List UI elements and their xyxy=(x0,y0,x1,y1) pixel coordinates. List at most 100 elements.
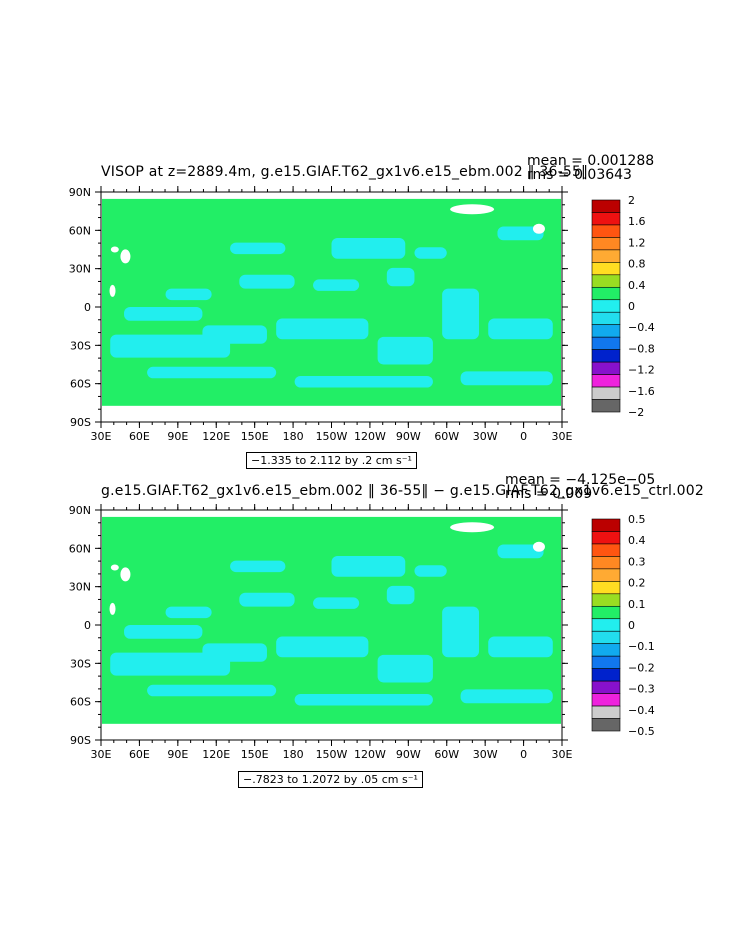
cyan-patch xyxy=(331,238,406,259)
lon-label: 120E xyxy=(202,430,230,443)
colorbar-label: 0.3 xyxy=(628,555,646,568)
cyan-patch xyxy=(386,585,415,605)
colorbar-label: 0.1 xyxy=(628,598,646,611)
colorbar-label: 0.2 xyxy=(628,577,646,590)
map-panel-2: g.e15.GIAF.T62_gx1v6.e15_ebm.002 ‖ 36-55… xyxy=(0,0,733,788)
colorbar-cell xyxy=(591,199,621,213)
lon-label: 30E xyxy=(91,430,112,443)
lon-label: 30E xyxy=(552,430,573,443)
lat-label: 90S xyxy=(70,734,91,747)
lon-label: 30E xyxy=(91,748,112,761)
colorbar-cell xyxy=(591,705,621,719)
lon-label: 150E xyxy=(241,748,269,761)
colorbar-label: −1.2 xyxy=(628,364,655,377)
colorbar-cell xyxy=(591,531,621,545)
lon-label: 90W xyxy=(396,430,421,443)
mean-stat-1: mean = 0.001288 xyxy=(527,153,655,169)
colorbar-cell xyxy=(591,324,621,338)
colorbar-label: −0.4 xyxy=(628,704,655,717)
colorbar-cell xyxy=(591,655,621,669)
land-patch xyxy=(110,246,119,253)
colorbar-cell xyxy=(591,618,621,632)
land-patch xyxy=(120,567,131,582)
lat-label: 60N xyxy=(69,224,91,237)
cyan-patch xyxy=(488,318,553,340)
cyan-patch xyxy=(497,226,544,241)
colorbar-label: 0 xyxy=(628,619,635,632)
colorbar-cell xyxy=(591,680,621,694)
cyan-patch xyxy=(124,307,203,321)
lat-label: 60S xyxy=(70,696,91,709)
cyan-patch xyxy=(497,544,544,559)
colorbar-cell xyxy=(591,605,621,620)
land-patch xyxy=(532,223,545,234)
cyan-patch xyxy=(414,247,447,259)
colorbar-cell xyxy=(591,386,621,400)
colorbar-cell xyxy=(591,361,621,375)
greenland-land xyxy=(450,522,495,533)
lon-label: 30W xyxy=(473,430,498,443)
colorbar-label: 0.8 xyxy=(628,258,646,271)
cyan-patch xyxy=(414,565,447,577)
lon-label: 180 xyxy=(283,748,304,761)
cyan-patch xyxy=(230,242,286,255)
lon-label: 120E xyxy=(202,748,230,761)
cyan-patch xyxy=(488,636,553,658)
lon-label: 0 xyxy=(520,748,527,761)
lon-label: 150W xyxy=(316,430,348,443)
lat-label: 0 xyxy=(84,619,91,632)
lon-label: 60E xyxy=(129,430,150,443)
cyan-patch xyxy=(294,376,433,388)
colorbar-label: 0 xyxy=(628,300,635,313)
cyan-patch xyxy=(110,334,231,358)
colorbar-cell xyxy=(591,568,621,582)
colorbar-cell xyxy=(591,249,621,263)
colorbar-label: −0.8 xyxy=(628,342,655,355)
cyan-patch xyxy=(147,684,277,697)
lat-label: 30S xyxy=(70,339,91,352)
colorbar-cell xyxy=(591,518,621,532)
contour-range-2: −.7823 to 1.2072 by .05 cm s⁻¹ xyxy=(238,771,423,788)
lon-label: 60W xyxy=(434,748,459,761)
colorbar-label: 1.6 xyxy=(628,215,646,228)
cyan-patch xyxy=(442,288,480,340)
lon-label: 30E xyxy=(552,748,573,761)
map-panel-1: VISOP at z=2889.4m, g.e15.GIAF.T62_gx1v6… xyxy=(0,0,733,469)
colorbar-label: −0.2 xyxy=(628,661,655,674)
lat-label: 90N xyxy=(69,504,91,517)
cyan-patch xyxy=(239,592,295,607)
colorbar-label: −0.5 xyxy=(628,725,655,738)
cyan-patch xyxy=(377,336,433,365)
colorbar-cell xyxy=(591,668,621,682)
map-title-2: g.e15.GIAF.T62_gx1v6.e15_ebm.002 ‖ 36-55… xyxy=(101,483,705,499)
contour-range-1: −1.335 to 2.112 by .2 cm s⁻¹ xyxy=(246,452,417,469)
antarctica-land xyxy=(102,405,561,421)
map-title-1: VISOP at z=2889.4m, g.e15.GIAF.T62_gx1v6… xyxy=(101,164,589,180)
colorbar-label: 0.5 xyxy=(628,513,646,526)
lat-label: 60N xyxy=(69,542,91,555)
colorbar-cell xyxy=(591,630,621,645)
lon-label: 150E xyxy=(241,430,269,443)
land-patch xyxy=(109,602,116,615)
greenland-land xyxy=(450,204,495,215)
colorbar-cell xyxy=(591,556,621,570)
cyan-patch xyxy=(124,625,203,639)
colorbar-label: 0.4 xyxy=(628,279,646,292)
lat-label: 0 xyxy=(84,301,91,314)
cyan-patch xyxy=(377,654,433,683)
colorbar-label: −0.4 xyxy=(628,321,655,334)
cyan-patch xyxy=(331,556,406,577)
colorbar-cell xyxy=(591,212,621,226)
lat-label: 60S xyxy=(70,378,91,391)
cyan-patch xyxy=(460,689,553,704)
cyan-patch xyxy=(442,606,480,658)
lon-label: 90W xyxy=(396,748,421,761)
lon-label: 180 xyxy=(283,430,304,443)
colorbar-cell xyxy=(591,581,621,595)
colorbar-cell xyxy=(591,399,621,413)
colorbar-cell xyxy=(591,224,621,238)
cyan-patch xyxy=(460,371,553,386)
lon-label: 90E xyxy=(167,748,188,761)
lat-label: 30N xyxy=(69,263,91,276)
lat-label: 30S xyxy=(70,657,91,670)
